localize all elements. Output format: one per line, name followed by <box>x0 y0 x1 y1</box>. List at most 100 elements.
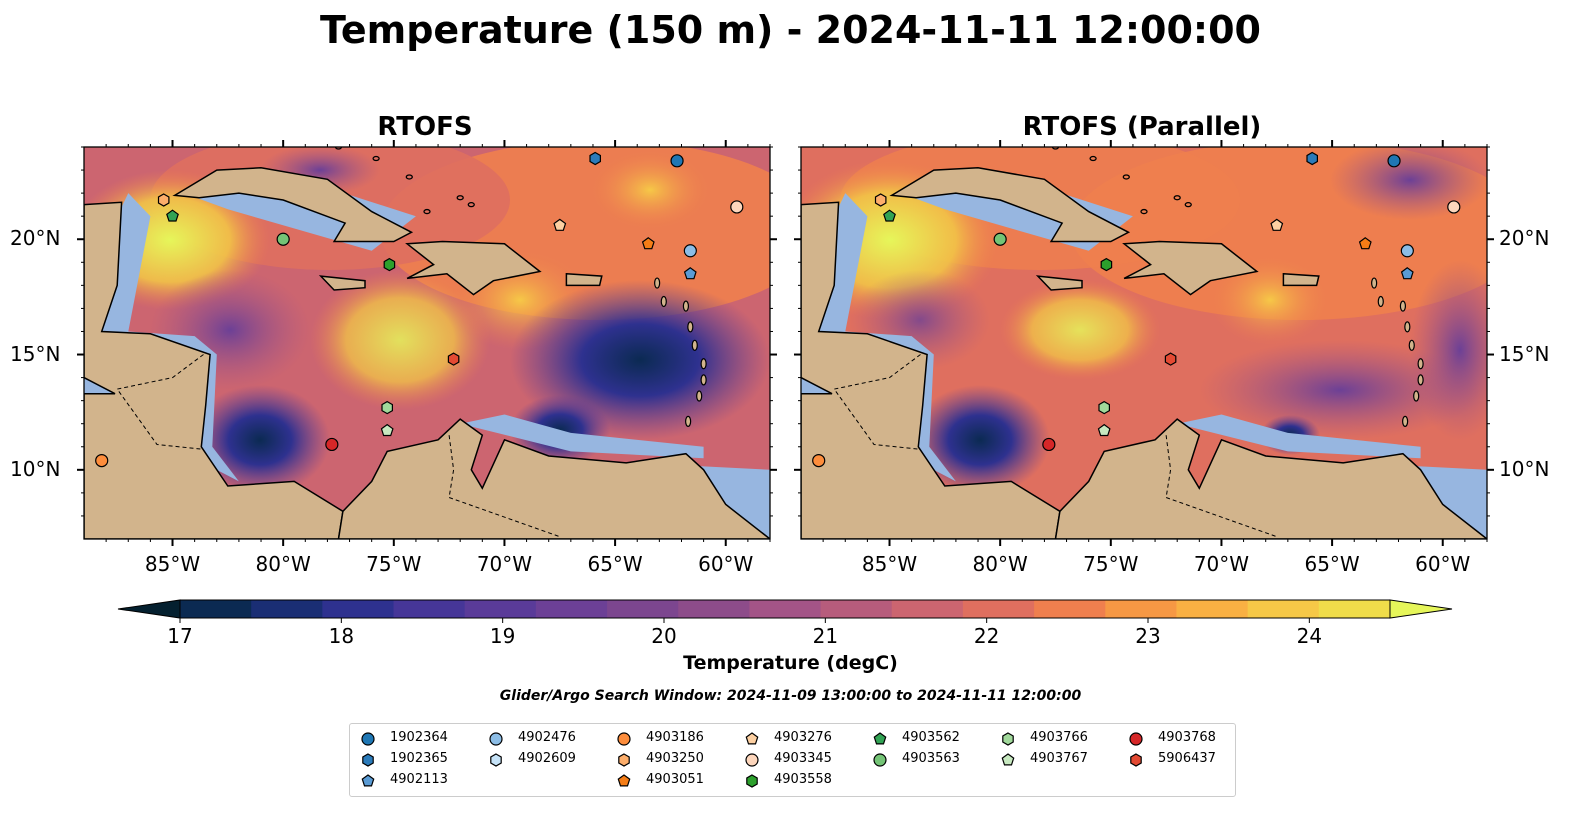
float-marker-4903345 <box>1447 200 1461 214</box>
float-marker-4903563 <box>993 232 1007 246</box>
legend-marker-icon <box>361 774 375 787</box>
lat-tick-label-right: 20°N <box>1499 226 1550 251</box>
lon-tick-label: 60°W <box>1415 552 1471 576</box>
legend-marker-icon <box>745 753 759 767</box>
island <box>1377 295 1384 308</box>
float-marker-4903250 <box>874 193 887 207</box>
panel-frame <box>83 146 771 540</box>
colorbar-tick-label: 21 <box>812 624 839 648</box>
legend-label: 1902364 <box>390 730 448 745</box>
colorbar-segment <box>1105 600 1177 618</box>
country-border <box>448 435 560 538</box>
colorbar-segment <box>1034 600 1106 618</box>
legend-label: 4903768 <box>1158 730 1216 745</box>
colorbar-segment <box>820 600 893 618</box>
colorbar-segment <box>1318 600 1391 618</box>
colorbar-tick-label: 20 <box>651 624 677 648</box>
float-marker-4903766 <box>1098 400 1111 415</box>
country-border <box>116 354 204 450</box>
colorbar-segment <box>1247 600 1320 618</box>
legend-marker-icon <box>1129 732 1143 746</box>
lon-tick-label: 70°W <box>476 552 533 576</box>
lon-tick-label: 85°W <box>861 552 918 576</box>
lat-tick-label-left: 15°N <box>10 341 61 366</box>
float-marker-4903276 <box>553 218 567 231</box>
lon-tick-label: 80°W <box>972 552 1028 576</box>
landmass <box>801 201 1061 539</box>
legend-marker-icon <box>617 732 631 746</box>
island <box>682 300 690 312</box>
island <box>660 295 667 308</box>
lat-tick-label-left: 10°N <box>10 456 61 481</box>
float-marker-4902476 <box>683 244 697 258</box>
colorbar-extend-high <box>1389 599 1453 619</box>
search-window-text: Glider/Argo Search Window: 2024-11-09 13… <box>499 688 1082 704</box>
legend-label: 5906437 <box>1158 751 1216 766</box>
island <box>1184 201 1192 208</box>
lon-tick-label: 70°W <box>1193 552 1250 576</box>
colorbar-tick-label: 23 <box>1135 624 1161 648</box>
map-panel-rtofs-parallel <box>801 147 1487 539</box>
legend-marker-icon <box>746 774 758 788</box>
landmass <box>337 418 770 539</box>
lon-tick-label: 85°W <box>144 552 201 576</box>
island <box>687 321 694 333</box>
float-marker-4902113 <box>1400 267 1414 280</box>
legend-marker-icon <box>617 774 631 787</box>
lat-tick-label-left: 20°N <box>10 226 61 251</box>
panel-frame <box>800 146 1488 540</box>
island <box>696 390 703 402</box>
legend-marker-icon <box>362 753 374 767</box>
landmass <box>1054 418 1487 539</box>
lon-tick-label: 80°W <box>255 552 311 576</box>
shelf-area <box>1177 414 1421 459</box>
legend-marker-icon <box>873 753 887 767</box>
legend-marker-icon <box>361 732 375 746</box>
landmass <box>172 167 414 243</box>
colorbar-segment <box>251 600 323 618</box>
lon-tick-label: 65°W <box>587 552 643 576</box>
island <box>372 155 380 162</box>
float-marker-4903766 <box>381 400 393 415</box>
map-panel-rtofs <box>84 147 770 539</box>
float-marker-4903768 <box>1042 437 1056 452</box>
legend-marker-icon <box>618 753 630 767</box>
legend-marker-icon <box>490 753 502 767</box>
float-marker-4903767 <box>380 423 394 437</box>
legend-label: 4903563 <box>902 751 960 766</box>
panel-title-right: RTOFS (Parallel) <box>1022 112 1262 142</box>
colorbar-tick-label: 19 <box>489 624 516 648</box>
island <box>423 208 431 215</box>
float-marker-1902364 <box>1387 154 1401 168</box>
legend-label: 4903766 <box>1030 730 1088 745</box>
island <box>1140 208 1148 215</box>
island <box>1371 277 1378 289</box>
island <box>654 277 661 289</box>
colorbar-segment <box>393 600 466 618</box>
colorbar-label: Temperature (degC) <box>683 652 898 674</box>
island <box>1404 321 1411 333</box>
island <box>691 339 698 351</box>
island <box>467 201 475 208</box>
lon-tick-label: 75°W <box>366 552 422 576</box>
colorbar-tick-label: 22 <box>973 624 1000 648</box>
float-marker-4903562 <box>166 209 179 222</box>
float-legend: 1902364 1902365 4902113 4902476 4902609 49031… <box>349 723 1236 797</box>
legend-label: 4903186 <box>646 730 704 745</box>
island <box>1417 374 1424 386</box>
float-marker-5906437 <box>1164 352 1177 366</box>
legend-label: 4903276 <box>774 730 832 745</box>
legend-label: 4903558 <box>774 772 832 787</box>
legend-label: 4902609 <box>518 751 576 766</box>
island <box>685 415 692 427</box>
float-marker-4903186 <box>812 454 826 468</box>
legend-label: 4903051 <box>646 772 704 787</box>
landmass <box>1122 240 1259 296</box>
lon-tick-label: 65°W <box>1304 552 1360 576</box>
colorbar-segment <box>464 600 537 618</box>
float-marker-4902476 <box>1400 244 1414 258</box>
country-border <box>1165 435 1277 538</box>
colorbar-frame <box>179 599 1391 619</box>
colorbar-segment <box>322 600 395 618</box>
colorbar-segment <box>535 600 608 618</box>
